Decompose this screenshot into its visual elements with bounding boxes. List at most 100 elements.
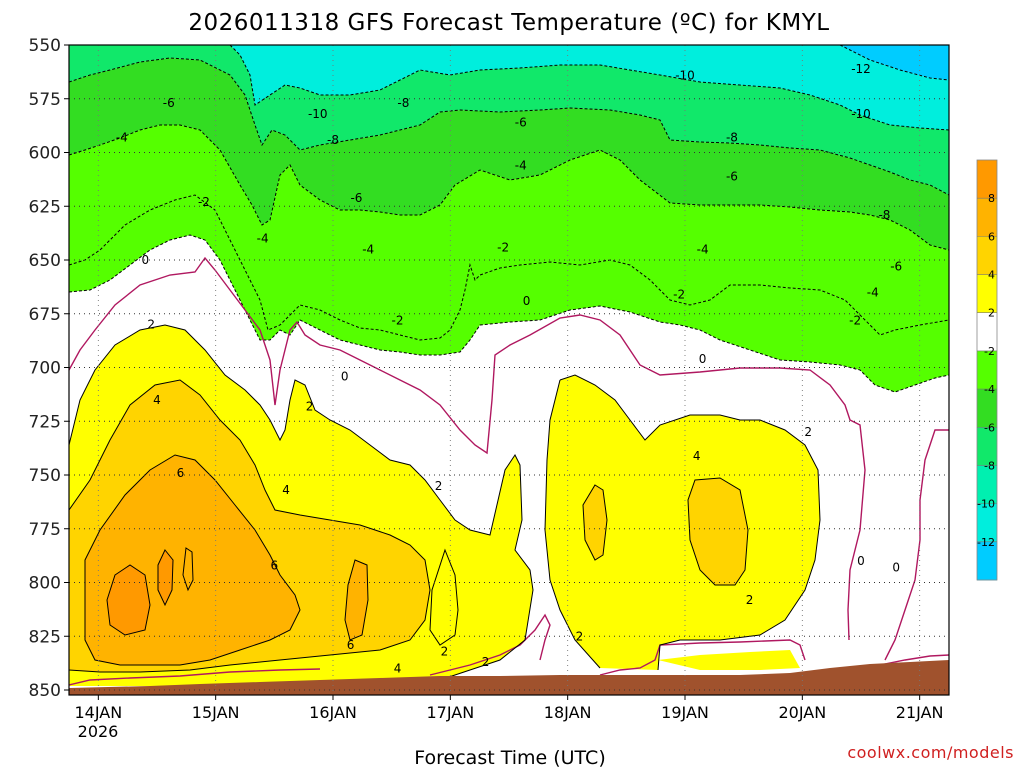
contour-label: -4 xyxy=(867,285,879,299)
colorbar-tick-label: 6 xyxy=(988,230,995,243)
x-tick-label: 15JAN xyxy=(192,703,240,722)
contour-label-bg xyxy=(158,749,167,761)
x-year-label: 2026 xyxy=(78,722,119,741)
colorbar: 8 6 4 2 -2 -4 -6 -8 -10 -12 xyxy=(976,159,998,581)
contour-label: -10 xyxy=(308,107,328,121)
colorbar-tick-label: -10 xyxy=(977,498,995,511)
contour-label: 6 xyxy=(177,466,185,480)
band-2-to-4-east xyxy=(545,375,820,670)
colorbar-tick-label: 4 xyxy=(988,269,995,282)
contour-label: 4 xyxy=(394,662,402,676)
x-tick-label: 16JAN xyxy=(309,703,357,722)
y-tick-label: 625 xyxy=(29,197,61,217)
contour-label: -6 xyxy=(350,191,362,205)
contour-label: 0 xyxy=(141,253,149,267)
contour-label: 0 xyxy=(699,352,707,366)
colorbar-tick-label: -6 xyxy=(984,421,995,434)
contour-label: -4 xyxy=(257,232,269,246)
contour-label: 2 xyxy=(435,479,443,493)
contour-label: 4 xyxy=(159,748,167,762)
y-tick-label: 725 xyxy=(29,412,61,432)
contour-label: -2 xyxy=(849,313,861,327)
contour-label: 6 xyxy=(130,707,138,721)
contour-label: -6 xyxy=(890,260,902,274)
contour-label: 4 xyxy=(282,483,290,497)
contour-label: 4 xyxy=(693,449,701,463)
contour-label: 4 xyxy=(153,393,161,407)
x-tick-label: 14JAN xyxy=(74,703,122,722)
colorbar-tick-label: -8 xyxy=(984,459,995,472)
band-2-to-4-south xyxy=(658,650,800,670)
contour-label: -6 xyxy=(726,169,738,183)
contour-label: 2 xyxy=(804,425,812,439)
band-minus-6-to-minus-8 xyxy=(69,58,949,250)
contour-label: -4 xyxy=(362,242,374,256)
y-tick-label: 575 xyxy=(29,90,61,110)
colorbar-swatch xyxy=(977,312,997,352)
y-tick-label: 675 xyxy=(29,305,61,325)
terrain-below-ground xyxy=(69,660,949,695)
y-tick-label: 775 xyxy=(29,520,61,540)
band-4-to-6-east xyxy=(688,478,748,585)
contour-label-bg xyxy=(129,708,138,720)
colorbar-swatch xyxy=(977,389,997,428)
contour-label: -2 xyxy=(497,240,509,254)
x-tick-label: 19JAN xyxy=(661,703,709,722)
contour-label: -6 xyxy=(515,116,527,130)
contour-label: -6 xyxy=(163,96,175,110)
colorbar-tick-label: -2 xyxy=(984,345,995,358)
colorbar-swatch xyxy=(977,503,997,543)
contour-label: 2 xyxy=(746,593,754,607)
contour-label: -10 xyxy=(675,68,695,82)
contour-label: -10 xyxy=(851,107,871,121)
contour-label: -8 xyxy=(878,208,890,222)
contour-label: -12 xyxy=(851,62,871,76)
x-tick-label: 20JAN xyxy=(778,703,826,722)
y-tick-label: 600 xyxy=(29,144,61,164)
band-minus-12-to-minus-14 xyxy=(69,45,949,80)
contour-label: 6 xyxy=(347,638,355,652)
y-tick-label: 800 xyxy=(29,574,61,594)
contour-label: -2 xyxy=(392,313,404,327)
y-tick-label: 750 xyxy=(29,466,61,486)
y-tick-label: 850 xyxy=(29,681,61,701)
contour-label: 2 xyxy=(441,644,449,658)
colorbar-swatch xyxy=(977,427,997,466)
contour-label: -4 xyxy=(515,159,527,173)
y-tick-label: 700 xyxy=(29,359,61,379)
contour-label: 2 xyxy=(576,629,584,643)
colorbar-swatch xyxy=(977,465,997,505)
x-tick-label: 21JAN xyxy=(896,703,944,722)
x-tick-label: 17JAN xyxy=(426,703,474,722)
contour-label: 6 xyxy=(271,558,279,572)
band-6-to-8-east xyxy=(345,560,368,640)
colorbar-tick-label: 8 xyxy=(988,192,995,205)
contour-label: -2 xyxy=(198,195,210,209)
plot-frame xyxy=(68,44,950,696)
y-axis: 550 575 600 625 650 675 700 725 750 775 800 825 850 xyxy=(29,36,69,701)
contour-label: -2 xyxy=(673,288,685,302)
contour-label: -8 xyxy=(726,131,738,145)
contour-labels: -12 -10 -10 -10 -8 -8 -8 -8 -6 -6 -6 -6 -6 -4 -4 -4 -4 -4… xyxy=(116,62,902,762)
chart-title: 2026011318 GFS Forecast Temperature (ºC)… xyxy=(188,10,829,36)
colorbar-tick-label: -12 xyxy=(977,536,995,549)
colorbar-swatch xyxy=(977,350,997,390)
contour-label: -8 xyxy=(397,96,409,110)
x-axis: 14JAN 15JAN 16JAN 17JAN 18JAN 19JAN 20JAN 21JAN xyxy=(74,695,944,722)
contour-label: 0 xyxy=(341,369,349,383)
contour-label: -4 xyxy=(116,131,128,145)
colorbar-swatch xyxy=(977,198,997,237)
contour-label: 2 xyxy=(482,655,490,669)
colorbar-tick-label: 2 xyxy=(988,307,995,320)
y-tick-label: 550 xyxy=(29,36,61,56)
colorbar-swatch xyxy=(977,160,997,199)
contour-label: 2 xyxy=(147,318,155,332)
positive-contours xyxy=(69,324,821,681)
band-minus-8-to-minus-10 xyxy=(69,45,949,195)
y-tick-label: 650 xyxy=(29,251,61,271)
grid xyxy=(69,45,949,695)
contour-label: -8 xyxy=(327,133,339,147)
x-axis-label: Forecast Time (UTC) xyxy=(414,747,605,768)
contour-label: 0 xyxy=(857,554,865,568)
credit-text: coolwx.com/models xyxy=(847,743,1014,762)
